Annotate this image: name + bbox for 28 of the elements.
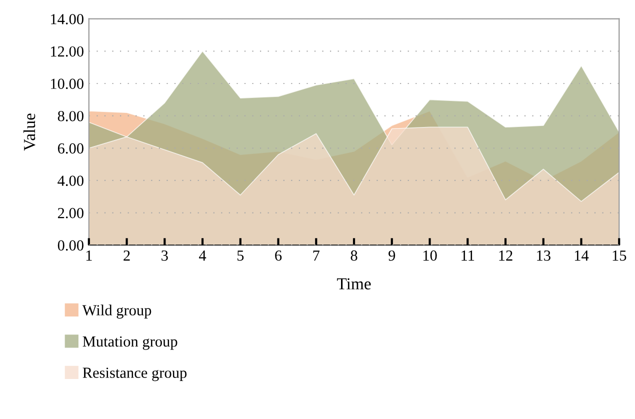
x-tick-label: 6 xyxy=(275,250,282,261)
x-tick-label: 7 xyxy=(313,250,320,261)
y-tick-label: 4.00 xyxy=(58,176,84,186)
x-tick-label: 9 xyxy=(388,250,396,261)
x-tick-label: 2 xyxy=(124,250,130,261)
y-axis-title: Value xyxy=(23,114,36,151)
x-tick-label: 1 xyxy=(86,250,92,261)
x-tick-label: 8 xyxy=(350,250,358,261)
x-tick-label: 11 xyxy=(462,250,474,261)
legend-label: Mutation group xyxy=(82,336,178,350)
x-tick-label: 3 xyxy=(162,250,168,261)
y-tick-label: 10.00 xyxy=(51,78,84,90)
x-tick-label: 12 xyxy=(499,250,512,261)
y-tick-label: 8.00 xyxy=(58,110,84,122)
y-tick-label: 14.00 xyxy=(51,14,84,24)
x-tick-label: 10 xyxy=(423,250,437,261)
y-tick-label: 6.00 xyxy=(58,143,84,154)
x-axis-title: Time xyxy=(337,278,371,290)
y-tick-label: 2.00 xyxy=(58,208,84,218)
x-tick-label: 14 xyxy=(574,250,589,261)
x-tick-label: 15 xyxy=(612,250,626,261)
legend-label: Resistance group xyxy=(82,368,187,382)
y-tick-label: 12.00 xyxy=(51,46,84,57)
legend-label: Wild group xyxy=(82,304,152,319)
x-tick-label: 13 xyxy=(537,250,550,261)
x-tick-label: 4 xyxy=(199,250,206,261)
y-tick-label: 0.00 xyxy=(58,240,84,251)
x-tick-label: 5 xyxy=(237,250,244,261)
